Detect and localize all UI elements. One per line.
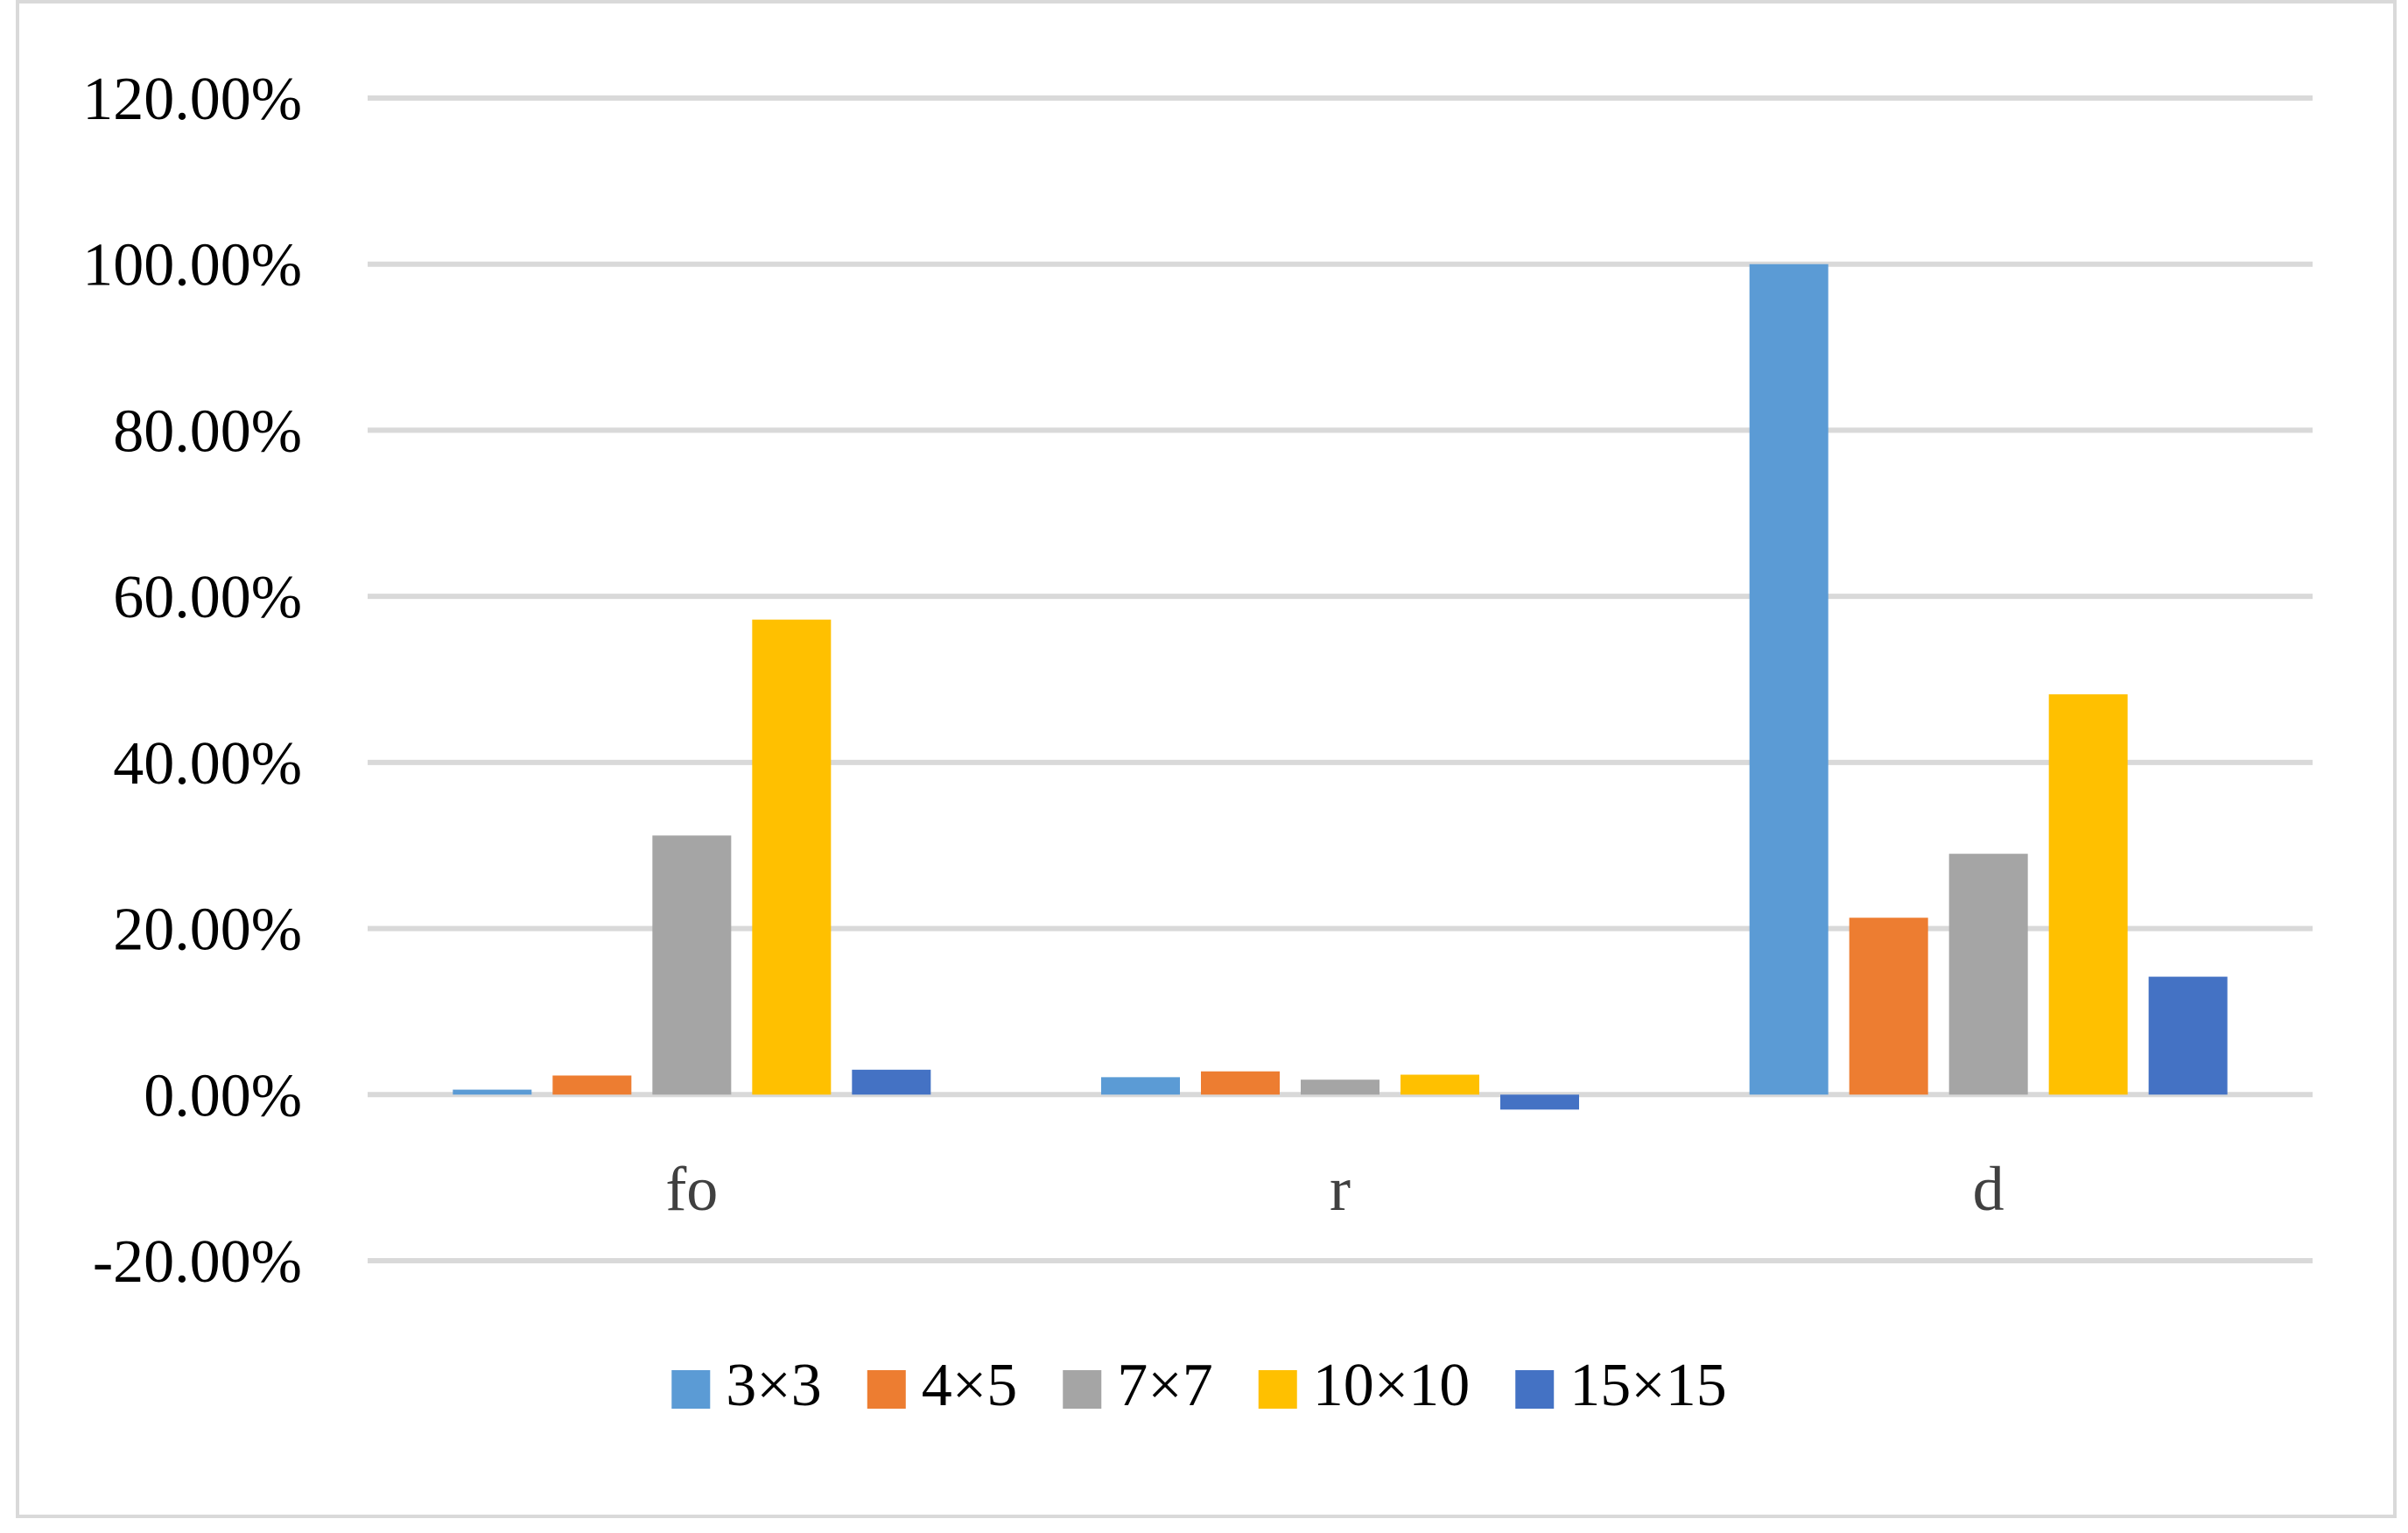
bar-r-4×5 (1201, 1071, 1280, 1095)
category-label-r: r (1330, 1154, 1351, 1224)
bar-r-10×10 (1401, 1074, 1479, 1095)
bar-r-15×15 (1500, 1094, 1579, 1110)
category-label-fo: fo (665, 1154, 718, 1224)
legend-swatch-15×15 (1515, 1370, 1555, 1409)
bar-d-10×10 (2048, 694, 2128, 1095)
legend-swatch-7×7 (1063, 1370, 1102, 1409)
y-tick-label: 60.00% (113, 564, 302, 631)
bar-fo-15×15 (852, 1069, 931, 1095)
bar-d-3×3 (1749, 264, 1829, 1095)
y-tick-label: -20.00% (93, 1228, 302, 1296)
bar-d-4×5 (1849, 918, 1928, 1095)
bar-fo-7×7 (652, 835, 732, 1095)
bar-d-7×7 (1948, 854, 2028, 1095)
y-tick-label: 100.00% (82, 232, 302, 299)
legend-swatch-3×3 (671, 1370, 711, 1409)
legend-label-7×7: 7×7 (1117, 1352, 1212, 1419)
legend-swatch-10×10 (1258, 1370, 1297, 1409)
category-label-d: d (1973, 1154, 2004, 1224)
y-tick-label: 40.00% (113, 730, 302, 798)
y-axis-tick-labels: -20.00% 0.00% 20.00% 40.00% 60.00% 80.00% 100.… (82, 66, 302, 1296)
chart-frame (16, 0, 2397, 1518)
y-tick-label: 0.00% (144, 1062, 302, 1129)
legend-label-10×10: 10×10 (1313, 1352, 1470, 1419)
bar-d-15×15 (2148, 976, 2228, 1095)
legend-swatch-4×5 (867, 1370, 906, 1409)
bar-r-3×3 (1101, 1077, 1180, 1095)
x-axis-category-labels: fo r d (665, 1154, 2004, 1224)
bars (453, 264, 2228, 1110)
legend-label-3×3: 3×3 (726, 1352, 821, 1419)
legend: 3×3 4×5 7×7 10×10 15×15 (671, 1352, 1727, 1419)
y-tick-label: 20.00% (113, 897, 302, 964)
y-tick-label: 80.00% (113, 397, 302, 465)
bar-fo-4×5 (552, 1075, 632, 1095)
bar-fo-10×10 (752, 619, 832, 1095)
legend-label-15×15: 15×15 (1569, 1352, 1726, 1419)
bar-r-7×7 (1301, 1079, 1380, 1095)
y-tick-label: 120.00% (82, 66, 302, 133)
bar-fo-3×3 (453, 1089, 532, 1095)
legend-label-4×5: 4×5 (922, 1352, 1017, 1419)
